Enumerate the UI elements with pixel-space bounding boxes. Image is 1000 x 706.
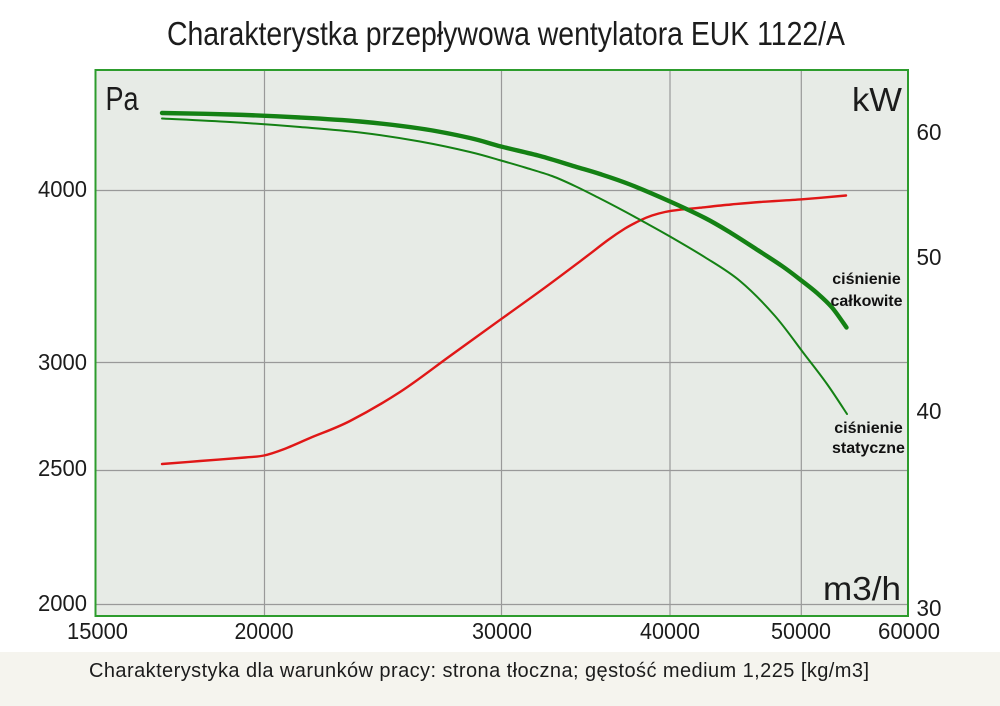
- svg-text:40: 40: [917, 398, 942, 424]
- svg-text:m3/h: m3/h: [823, 570, 901, 607]
- svg-text:kW: kW: [852, 81, 903, 118]
- svg-text:50000: 50000: [771, 618, 831, 644]
- svg-text:60000: 60000: [878, 618, 940, 644]
- svg-text:20000: 20000: [235, 618, 294, 644]
- svg-text:30000: 30000: [472, 618, 532, 644]
- svg-text:statyczne: statyczne: [832, 440, 905, 457]
- svg-text:ciśnienie: ciśnienie: [834, 420, 903, 437]
- svg-text:Charakterystka przepływowa wen: Charakterystka przepływowa wentylatora E…: [167, 15, 845, 52]
- svg-text:4000: 4000: [38, 176, 87, 202]
- svg-text:40000: 40000: [640, 618, 700, 644]
- svg-text:2000: 2000: [38, 590, 87, 616]
- svg-text:ciśnienie: ciśnienie: [832, 271, 901, 288]
- svg-text:Charakterystyka dla warunków p: Charakterystyka dla warunków pracy: stro…: [89, 660, 869, 682]
- svg-text:30: 30: [917, 595, 942, 621]
- svg-text:15000: 15000: [67, 618, 128, 644]
- svg-text:2500: 2500: [38, 455, 87, 481]
- svg-text:50: 50: [917, 244, 942, 270]
- svg-text:całkowite: całkowite: [830, 293, 902, 310]
- svg-text:3000: 3000: [38, 349, 87, 375]
- svg-text:Pa: Pa: [106, 80, 140, 117]
- svg-text:60: 60: [917, 119, 942, 145]
